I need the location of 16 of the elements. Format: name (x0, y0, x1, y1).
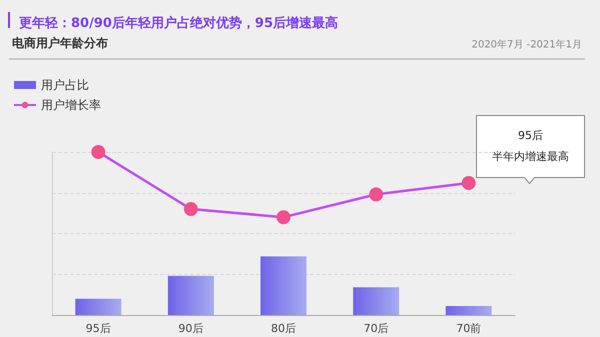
bar (168, 276, 214, 315)
bar (75, 298, 122, 315)
x-tick-label: 90后 (178, 322, 204, 335)
legend-label: 用户占比 (41, 78, 89, 92)
x-tick-label: 70前 (456, 322, 482, 335)
bar (260, 256, 306, 315)
text: 95后 (518, 129, 543, 142)
bar (353, 287, 400, 315)
x-tick-label: 95后 (86, 322, 111, 335)
bar (446, 306, 492, 315)
x-tick-label: 70后 (364, 322, 389, 335)
chart-subtitle: 电商用户年龄分布 (12, 36, 108, 50)
chart-title: 更年轻：80/90后年轻用户占绝对优势，95后增速最高 (19, 15, 338, 31)
text: 2020年7月 -2021年1月 (472, 38, 582, 50)
legend-label: 用户增长率 (41, 98, 101, 112)
x-tick-label: 80后 (271, 322, 296, 335)
